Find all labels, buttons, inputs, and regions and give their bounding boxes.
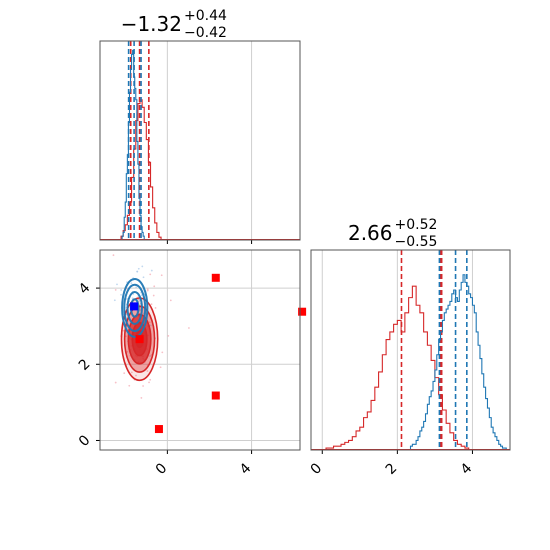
marker-0-3 <box>298 307 307 316</box>
sample-point <box>135 374 137 377</box>
sample-point <box>160 274 163 277</box>
sample-point <box>149 355 151 357</box>
sample-point <box>122 329 125 332</box>
sample-point <box>146 288 149 291</box>
main-y-tick-label: 2 <box>76 356 94 374</box>
sample-point <box>149 273 152 276</box>
sample-point <box>140 397 143 399</box>
joint-distribution-plot: 0 4 0 2 4 <box>76 243 307 478</box>
sample-point <box>112 254 115 257</box>
sample-point <box>130 371 133 374</box>
sample-point <box>132 243 134 245</box>
main-plot-area <box>112 243 190 399</box>
top-title-value: −1.32 <box>121 12 182 36</box>
sample-point <box>167 334 170 337</box>
marker-0-4 <box>135 335 144 344</box>
sample-point <box>123 372 126 375</box>
main-y-tick-label: 0 <box>76 432 94 450</box>
sample-point <box>125 335 127 338</box>
right-frame <box>310 249 511 451</box>
marginal-histogram-y: 0 2 4 2.66 +0.52−0.55 <box>308 217 511 478</box>
main-y-tick-label: 4 <box>76 280 94 298</box>
sample-point <box>113 299 116 302</box>
sample-point <box>150 303 153 306</box>
main-x-tick-label: 0 <box>153 460 171 478</box>
sample-point <box>116 283 118 286</box>
sample-point <box>159 366 162 369</box>
sample-point <box>138 299 141 302</box>
right-x-tick-label: 4 <box>458 460 476 478</box>
right-title-minus: −0.55 <box>395 234 438 250</box>
marginal-histogram-x: −1.32 +0.44−0.42 <box>99 8 301 244</box>
top-title-plus: +0.44 <box>184 8 227 24</box>
sample-point <box>120 289 123 291</box>
sample-point <box>148 321 151 324</box>
sample-point <box>154 307 157 309</box>
top-title-minus: −0.42 <box>184 25 227 41</box>
sample-point <box>137 267 140 270</box>
marker-0-0 <box>211 273 220 282</box>
sample-point <box>135 286 138 289</box>
sample-point <box>114 381 117 384</box>
sample-point <box>136 270 139 273</box>
sample-point <box>152 294 155 297</box>
sample-point <box>120 293 122 296</box>
right-x-tick-label: 0 <box>308 460 326 478</box>
sample-point <box>140 294 143 296</box>
sample-point <box>188 327 190 329</box>
right-series-1-histogram <box>406 274 509 451</box>
sample-point <box>148 381 150 384</box>
sample-point <box>126 350 129 353</box>
right-series-0-histogram <box>318 285 473 451</box>
sample-point <box>142 385 144 387</box>
sample-point <box>150 269 153 272</box>
sample-point <box>130 282 133 285</box>
marker-0-1 <box>211 391 220 400</box>
sample-point <box>153 285 156 288</box>
sample-point <box>161 351 164 354</box>
sample-point <box>169 299 172 302</box>
right-title-value: 2.66 <box>348 221 393 245</box>
sample-point <box>149 378 152 381</box>
right-title-plus: +0.52 <box>395 217 438 233</box>
sample-point <box>142 276 145 279</box>
main-frame <box>99 249 301 451</box>
sample-point <box>139 308 141 311</box>
sample-point <box>114 289 117 291</box>
main-x-tick-label: 4 <box>237 460 255 478</box>
marker-0-2 <box>154 425 163 434</box>
top-frame <box>99 40 301 241</box>
sample-point <box>141 265 144 268</box>
sample-point <box>146 289 149 292</box>
right-x-tick-label: 2 <box>383 460 401 478</box>
marker-1-0 <box>130 302 139 311</box>
sample-point <box>146 370 149 372</box>
contour-series-1-level-0 <box>121 277 149 338</box>
contour-series-1-level-2 <box>126 290 143 325</box>
sample-point <box>128 384 131 387</box>
contour-series-1-level-1 <box>123 283 147 333</box>
sample-point <box>149 324 152 327</box>
